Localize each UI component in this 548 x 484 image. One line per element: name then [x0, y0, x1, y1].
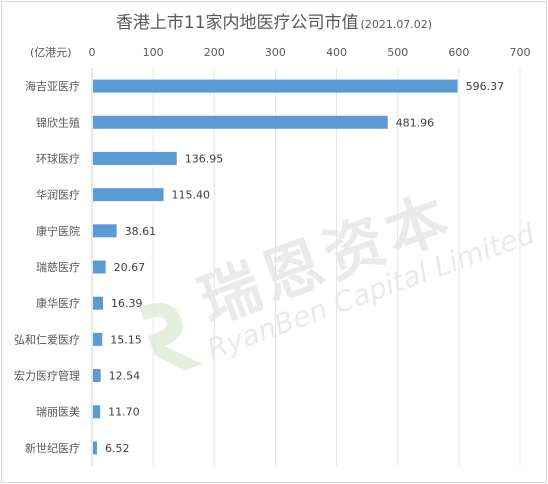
category-label: 康华医疗 [36, 296, 80, 310]
bar [93, 369, 101, 383]
data-label: 596.37 [466, 80, 505, 93]
category-label: 华润医疗 [36, 188, 80, 202]
x-tick-label: 200 [204, 46, 225, 59]
chart-subtitle: (2021.07.02) [360, 18, 433, 31]
x-tick-label: 300 [265, 46, 286, 59]
x-tick-label: 600 [448, 46, 469, 59]
bar [93, 296, 104, 310]
category-label: 海吉亚医疗 [25, 79, 80, 93]
chart-title-main: 香港上市11家内地医疗公司市值 [115, 13, 359, 33]
data-label: 20.67 [114, 261, 146, 274]
bar [93, 115, 388, 129]
x-tick-label: 500 [387, 46, 408, 59]
category-label: 新世纪医疗 [25, 441, 80, 455]
data-label: 16.39 [111, 297, 143, 310]
bar [93, 405, 101, 419]
x-tick-label: 100 [143, 46, 164, 59]
category-label: 瑞慈医疗 [36, 260, 80, 274]
bar [93, 260, 106, 274]
category-label: 弘和仁爱医疗 [14, 332, 80, 346]
bar [93, 188, 164, 202]
category-label: 康宁医院 [36, 224, 80, 238]
bar [93, 151, 177, 165]
data-label: 481.96 [396, 116, 435, 129]
category-label: 锦欣生殖 [36, 115, 80, 129]
bar [93, 224, 117, 238]
data-label: 15.15 [110, 333, 142, 346]
bar [93, 332, 103, 346]
data-label: 12.54 [109, 370, 141, 383]
bar [93, 79, 458, 93]
category-label: 瑞丽医美 [36, 405, 80, 419]
x-tick-label: 700 [510, 46, 531, 59]
category-label: 宏力医疗管理 [14, 369, 80, 383]
x-tick-label: 0 [89, 46, 96, 59]
x-tick-label: 400 [326, 46, 347, 59]
category-label: 环球医疗 [36, 151, 80, 165]
bar [93, 441, 97, 455]
data-label: 136.95 [185, 152, 224, 165]
data-label: 38.61 [125, 225, 157, 238]
axis-unit-label: (亿港元) [30, 46, 72, 59]
data-label: 6.52 [105, 442, 130, 455]
data-label: 11.70 [108, 406, 140, 419]
data-label: 115.40 [172, 189, 211, 202]
chart-title: 香港上市11家内地医疗公司市值 (2021.07.02) [0, 8, 548, 33]
